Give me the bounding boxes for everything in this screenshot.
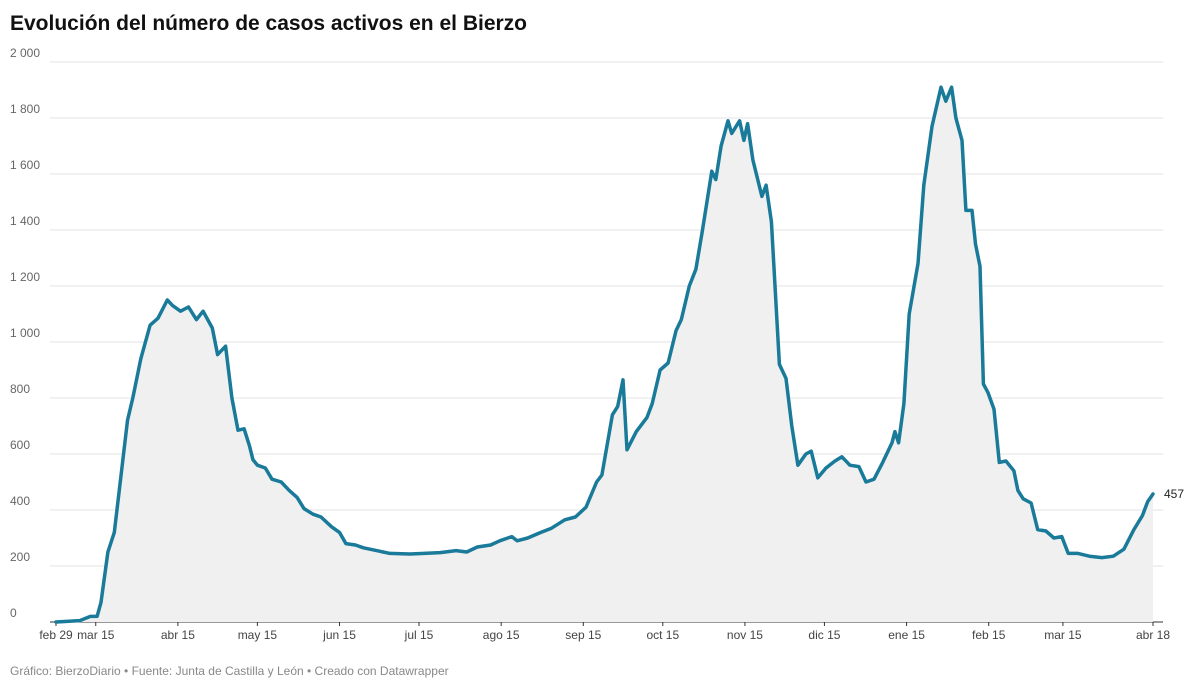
y-tick-label: 1 000 (10, 326, 40, 340)
x-tick-label: oct 15 (646, 628, 679, 642)
y-tick-label: 800 (10, 382, 30, 396)
x-tick-label: jul 15 (404, 628, 434, 642)
x-tick-label: sep 15 (565, 628, 601, 642)
y-tick-label: 400 (10, 494, 30, 508)
x-tick-label: ago 15 (483, 628, 520, 642)
x-tick-label: jun 15 (322, 628, 356, 642)
y-tick-label: 1 400 (10, 214, 40, 228)
x-tick-label: mar 15 (1044, 628, 1082, 642)
x-tick-label: ene 15 (888, 628, 925, 642)
area (56, 87, 1153, 622)
y-tick-label: 1 800 (10, 102, 40, 116)
x-tick-label: may 15 (238, 628, 278, 642)
chart-title: Evolución del número de casos activos en… (10, 12, 527, 35)
line (54, 85, 1155, 624)
x-tick-label: feb 29 (39, 628, 73, 642)
x-tick-label: abr 15 (161, 628, 195, 642)
x-tick-label: nov 15 (727, 628, 763, 642)
x-tick-label: dic 15 (808, 628, 840, 642)
y-tick-label: 0 (10, 606, 17, 620)
value-label: 457 (1164, 487, 1184, 501)
x-tick-label: feb 15 (972, 628, 1006, 642)
y-tick-label: 600 (10, 438, 30, 452)
x-tick-label: mar 15 (77, 628, 115, 642)
y-tick-label: 2 000 (10, 46, 40, 60)
x-tick-label: abr 18 (1136, 628, 1170, 642)
y-tick-label: 1 200 (10, 270, 40, 284)
footer: Gráfico: BierzoDiario • Fuente: Junta de… (10, 664, 449, 678)
y-tick-label: 200 (10, 550, 30, 564)
y-tick-label: 1 600 (10, 158, 40, 172)
